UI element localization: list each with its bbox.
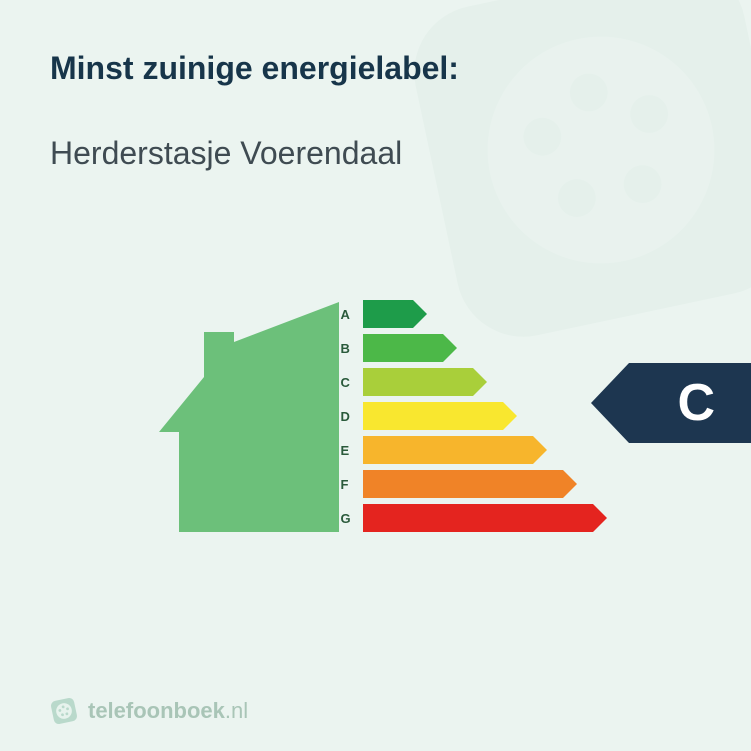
bar-letter: C <box>341 375 359 390</box>
energy-bar-row: D <box>341 402 593 430</box>
bar-letter: D <box>341 409 359 424</box>
bar-letter: A <box>341 307 359 322</box>
bar-arrow <box>563 470 577 498</box>
footer-text: telefoonboek.nl <box>88 698 248 724</box>
footer-logo-icon <box>50 697 78 725</box>
energy-bars: A B C D E F G <box>341 300 593 532</box>
bar-arrow <box>443 334 457 362</box>
energy-bar-row: E <box>341 436 593 464</box>
footer-brand-tld: .nl <box>225 698 248 723</box>
house-icon <box>159 302 339 532</box>
card-title: Minst zuinige energielabel: <box>50 50 701 87</box>
bar-fill <box>363 504 593 532</box>
energy-bar-row: F <box>341 470 593 498</box>
bar-arrow <box>593 504 607 532</box>
bar-fill <box>363 470 563 498</box>
bar-arrow <box>503 402 517 430</box>
energy-label-card: Minst zuinige energielabel: Herderstasje… <box>0 0 751 751</box>
bar-letter: G <box>341 511 359 526</box>
rating-letter: C <box>677 373 715 433</box>
bar-fill <box>363 334 443 362</box>
footer: telefoonboek.nl <box>50 697 248 725</box>
bar-arrow <box>413 300 427 328</box>
bar-letter: B <box>341 341 359 356</box>
card-subtitle: Herderstasje Voerendaal <box>50 135 701 172</box>
energy-bar-row: C <box>341 368 593 396</box>
bar-fill <box>363 300 413 328</box>
bar-fill <box>363 436 533 464</box>
bar-letter: E <box>341 443 359 458</box>
energy-bar-row: A <box>341 300 593 328</box>
bar-fill <box>363 368 473 396</box>
rating-badge: C <box>629 363 751 443</box>
bar-letter: F <box>341 477 359 492</box>
footer-brand-bold: telefoonboek <box>88 698 225 723</box>
bar-fill <box>363 402 503 430</box>
bar-arrow <box>533 436 547 464</box>
energy-bar-row: B <box>341 334 593 362</box>
bar-arrow <box>473 368 487 396</box>
energy-bar-row: G <box>341 504 593 532</box>
